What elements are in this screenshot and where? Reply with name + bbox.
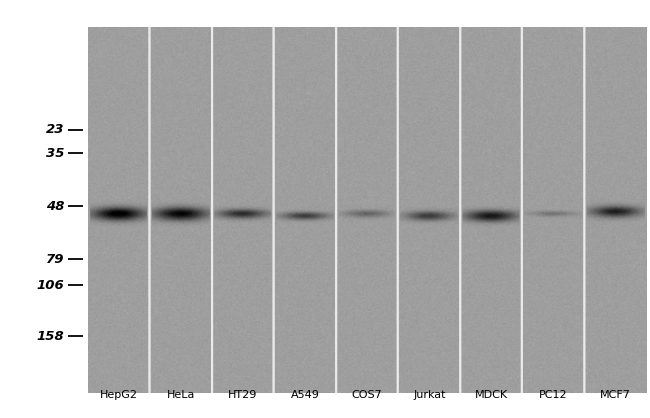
Text: HepG2: HepG2 (100, 390, 138, 400)
Text: HT29: HT29 (228, 390, 257, 400)
Text: 79: 79 (46, 253, 64, 266)
Text: 35: 35 (46, 147, 64, 160)
Text: HeLa: HeLa (167, 390, 195, 400)
Text: 106: 106 (36, 278, 64, 291)
Text: 23: 23 (46, 123, 64, 136)
Text: 158: 158 (36, 330, 64, 343)
Text: 48: 48 (46, 200, 64, 213)
Text: MDCK: MDCK (475, 390, 508, 400)
Text: Jurkat: Jurkat (413, 390, 446, 400)
Text: COS7: COS7 (352, 390, 383, 400)
Text: MCF7: MCF7 (600, 390, 631, 400)
Text: PC12: PC12 (540, 390, 568, 400)
Text: A549: A549 (291, 390, 320, 400)
